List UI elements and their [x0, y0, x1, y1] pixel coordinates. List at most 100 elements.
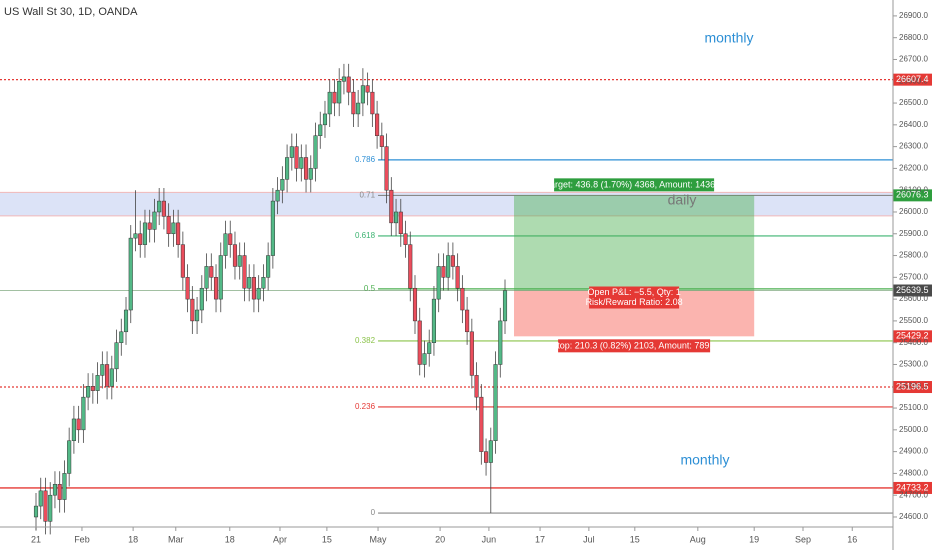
x-tick-label: 18: [128, 534, 138, 544]
candle-body: [52, 484, 58, 496]
x-tick-label: Aug: [690, 534, 706, 544]
candle-body: [223, 233, 228, 256]
price-label-bg: [893, 73, 932, 86]
candle-body: [427, 342, 432, 354]
candle-body: [450, 255, 455, 267]
candle-body: [95, 375, 100, 391]
y-tick-label: 26400.0: [899, 120, 928, 129]
price-label: 25639.5: [896, 285, 929, 295]
y-tick-label: 25500.0: [899, 316, 928, 325]
y-tick-label: 25700.0: [899, 272, 928, 281]
candle-body: [100, 364, 105, 376]
fib-ratio-label: 0.618: [355, 231, 376, 240]
y-tick-label: 25000.0: [899, 425, 928, 434]
candle-body: [365, 85, 370, 93]
x-tick-label: Sep: [795, 534, 811, 544]
fib-ratio-label: 0.382: [355, 336, 376, 345]
candle-body: [251, 277, 256, 300]
y-tick-label: 26500.0: [899, 98, 928, 107]
y-tick-label: 25600.0: [899, 294, 928, 303]
candle-body: [379, 135, 384, 147]
candle-body: [384, 146, 389, 191]
candle-body: [232, 244, 238, 267]
candle-body: [62, 473, 67, 500]
pnl-label-bg: [589, 286, 680, 309]
y-tick-label: 25300.0: [899, 360, 928, 369]
candle-body: [67, 440, 72, 474]
candle-body: [71, 418, 76, 441]
y-tick-label: 24900.0: [899, 447, 928, 456]
candle-body: [195, 309, 200, 322]
candle-body: [289, 146, 294, 158]
target-label: Target: 436.8 (1.70%) 4368, Amount: 1436…: [546, 180, 723, 190]
stop-label: Stop: 210.3 (0.82%) 2103, Amount: 789.7: [551, 341, 717, 351]
candle-body: [123, 309, 129, 333]
y-tick-label: 26600.0: [899, 76, 928, 85]
candle-body: [133, 233, 138, 239]
x-tick-label: 20: [435, 534, 445, 544]
candle-body: [48, 494, 53, 522]
candle-body: [327, 91, 332, 115]
y-tick-label: 25100.0: [899, 403, 928, 412]
profit-zone: [514, 195, 755, 291]
candle-body: [105, 364, 110, 387]
candle-body: [318, 124, 323, 136]
x-tick-label: 17: [535, 534, 545, 544]
candle-body: [341, 76, 346, 82]
candle-body: [161, 200, 166, 217]
y-tick-label: 25400.0: [899, 338, 928, 347]
candle-body: [247, 277, 252, 289]
candle-body: [266, 255, 271, 278]
candle-body: [431, 298, 436, 343]
candle-body: [176, 222, 181, 245]
candle-body: [375, 113, 380, 136]
candle-body: [109, 368, 114, 387]
candle-body: [294, 146, 299, 169]
candle-body: [412, 287, 418, 322]
y-tick-label: 25200.0: [899, 381, 928, 390]
candle-body: [275, 189, 280, 202]
candle-body: [465, 309, 470, 333]
price-label: 25429.2: [896, 331, 929, 341]
candle-body: [346, 76, 351, 93]
candle-body: [90, 386, 95, 391]
fib-ratio-label: 0.236: [355, 402, 376, 411]
candle-body: [204, 266, 209, 289]
candle-body: [138, 233, 143, 245]
candle-body: [337, 81, 342, 104]
candle-body: [308, 168, 313, 180]
price-label-bg: [893, 189, 932, 202]
candle-body: [389, 189, 394, 224]
price-label: 26076.3: [896, 190, 929, 200]
fib-ratio-label: 0.786: [355, 155, 376, 164]
candle-body: [185, 277, 190, 300]
candle-body: [43, 490, 48, 522]
x-tick-label: Apr: [273, 534, 287, 544]
candle-body: [469, 331, 474, 376]
pnl-label: Open P&L: −5.5, Qty: 1: [587, 287, 680, 297]
candle-body: [313, 135, 318, 169]
y-tick-label: 25800.0: [899, 251, 928, 260]
candle-body: [261, 277, 266, 289]
y-tick-label: 25900.0: [899, 229, 928, 238]
candle-body: [171, 222, 176, 235]
y-tick-label: 26300.0: [899, 142, 928, 151]
candle-body: [270, 200, 275, 256]
candle-body: [242, 255, 247, 289]
candle-body: [479, 396, 484, 452]
x-tick-label: 19: [749, 534, 759, 544]
fib-ratio-label: 0.5: [364, 284, 376, 293]
candle-body: [33, 505, 39, 518]
candle-body: [455, 266, 460, 289]
y-tick-label: 26800.0: [899, 33, 928, 42]
candle-body: [166, 216, 171, 235]
y-tick-label: 26100.0: [899, 185, 928, 194]
y-tick-label: 26000.0: [899, 207, 928, 216]
candle-body: [180, 244, 185, 278]
annotation: daily: [668, 192, 697, 208]
candle-body: [228, 233, 233, 245]
price-label: 25196.5: [896, 381, 929, 391]
y-tick-label: 26700.0: [899, 55, 928, 64]
candle-body: [38, 490, 43, 507]
